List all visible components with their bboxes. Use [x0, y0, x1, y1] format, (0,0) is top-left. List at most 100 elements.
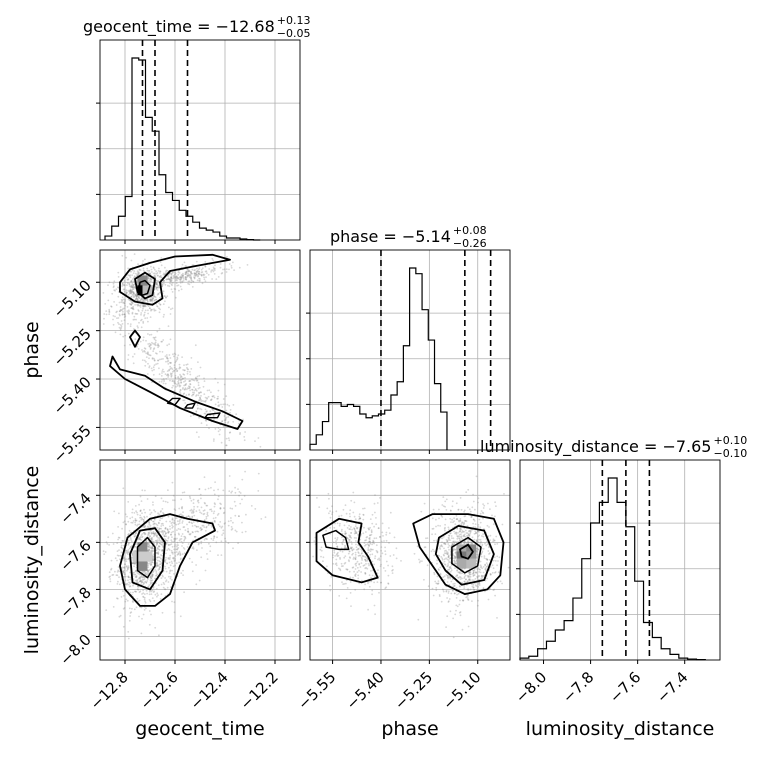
sample-point — [164, 565, 166, 568]
sample-point — [445, 498, 448, 501]
sample-point — [191, 547, 194, 550]
sample-point — [192, 393, 195, 396]
sample-point — [494, 501, 496, 504]
sample-point — [129, 290, 132, 292]
sample-point — [123, 302, 126, 305]
sample-point — [150, 567, 153, 570]
sample-point — [187, 387, 189, 390]
sample-point — [238, 515, 240, 518]
sample-point — [179, 558, 182, 561]
sample-point — [194, 344, 197, 347]
sample-point — [164, 558, 167, 561]
sample-point — [320, 555, 322, 558]
sample-point — [133, 286, 136, 288]
sample-point — [114, 557, 117, 560]
sample-point — [112, 282, 115, 285]
sample-point — [179, 367, 182, 369]
sample-point — [129, 582, 132, 585]
sample-point — [148, 610, 151, 612]
sample-point — [131, 516, 134, 519]
sample-point — [148, 623, 151, 626]
sample-point — [130, 286, 133, 289]
sample-point — [122, 607, 125, 610]
sample-point — [171, 600, 173, 603]
sample-point — [369, 553, 372, 556]
sample-point — [193, 514, 196, 517]
sample-point — [157, 528, 160, 531]
sample-point — [147, 534, 149, 536]
sample-point — [184, 377, 186, 379]
sample-point — [157, 280, 160, 283]
sample-point — [192, 502, 195, 505]
sample-point — [153, 600, 156, 602]
sample-point — [392, 569, 394, 571]
sample-point — [158, 556, 161, 559]
sample-point — [161, 530, 163, 532]
sample-point — [156, 565, 159, 567]
sample-point — [109, 580, 112, 583]
sample-point — [143, 347, 146, 349]
sample-point — [426, 564, 429, 567]
sample-point — [229, 409, 232, 411]
sample-point — [138, 538, 141, 540]
sample-point — [155, 561, 158, 564]
sample-point — [170, 273, 173, 276]
sample-point — [221, 420, 224, 423]
sample-point — [178, 363, 181, 366]
sample-point — [197, 387, 200, 390]
sample-point — [142, 350, 144, 353]
sample-point — [184, 273, 187, 276]
sample-point — [136, 303, 138, 306]
sample-point — [225, 416, 228, 419]
sample-point — [136, 579, 139, 582]
sample-point — [170, 560, 173, 563]
sample-point — [119, 558, 121, 561]
sample-point — [173, 548, 176, 551]
sample-point — [143, 315, 145, 317]
sample-point — [507, 566, 510, 569]
sample-point — [140, 326, 143, 329]
sample-point — [243, 439, 246, 442]
sample-point — [211, 395, 214, 398]
sample-point — [169, 277, 172, 280]
sample-point — [329, 584, 331, 587]
sample-point — [149, 561, 152, 564]
sample-point — [143, 582, 146, 585]
sample-point — [108, 311, 111, 314]
sample-point — [121, 527, 123, 530]
sample-point — [136, 304, 139, 307]
sample-point — [142, 518, 144, 521]
sample-point — [145, 581, 148, 584]
sample-point — [127, 532, 130, 535]
sample-point — [155, 552, 158, 555]
sample-point — [362, 532, 365, 535]
sample-point — [234, 491, 237, 494]
sample-point — [160, 593, 163, 596]
sample-point — [139, 579, 142, 582]
sample-point — [180, 273, 183, 276]
sample-point — [459, 576, 461, 578]
sample-point — [174, 374, 177, 377]
sample-point — [139, 538, 141, 541]
sample-point — [196, 270, 199, 273]
sample-point — [195, 272, 197, 275]
sample-point — [222, 532, 225, 535]
sample-point — [345, 597, 348, 600]
sample-point — [492, 523, 495, 526]
sample-point — [188, 557, 191, 560]
sample-point — [121, 296, 124, 299]
sample-point — [148, 270, 151, 272]
sample-point — [110, 305, 112, 308]
sample-point — [199, 397, 202, 400]
sample-point — [468, 534, 471, 537]
sample-point — [456, 605, 459, 608]
sample-point — [198, 277, 201, 280]
sample-point — [192, 391, 194, 394]
sample-point — [180, 557, 182, 560]
sample-point — [461, 628, 464, 631]
sample-point — [156, 286, 159, 289]
sample-point — [169, 278, 171, 281]
sample-point — [160, 497, 163, 500]
sample-point — [174, 272, 177, 275]
sample-point — [204, 537, 207, 540]
